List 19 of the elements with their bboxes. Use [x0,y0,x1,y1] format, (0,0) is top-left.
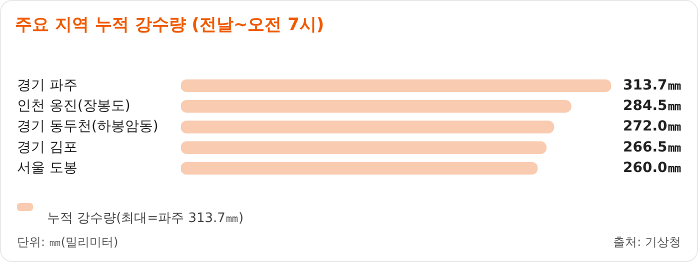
source-note: 출처: 기상청 [613,234,681,251]
y-tick-label: 서울 도봉 [17,160,78,176]
bar [181,79,611,92]
data-label: 260.0㎜ [623,160,682,176]
data-label: 272.0㎜ [623,118,682,135]
bar [181,162,538,175]
y-tick-label: 인천 옹진(장봉도) [17,98,130,114]
data-label: 284.5㎜ [623,98,682,114]
data-label: 313.7㎜ [623,77,682,94]
bar [181,141,547,154]
text: 누적 강수량(최대=파주 313.7㎜) [47,210,244,227]
text: 단위: ㎜(밀리미터) [17,234,118,251]
y-tick-label: 경기 김포 [17,139,78,156]
chart-title: 주요 지역 누적 강수량 (전날~오전 7시) [15,14,324,36]
bar [181,100,572,113]
y-tick-label: 경기 동두천(하봉암동) [17,118,158,135]
data-label: 266.5㎜ [623,139,682,156]
bar [181,120,554,134]
y-tick-label: 경기 파주 [17,77,78,94]
